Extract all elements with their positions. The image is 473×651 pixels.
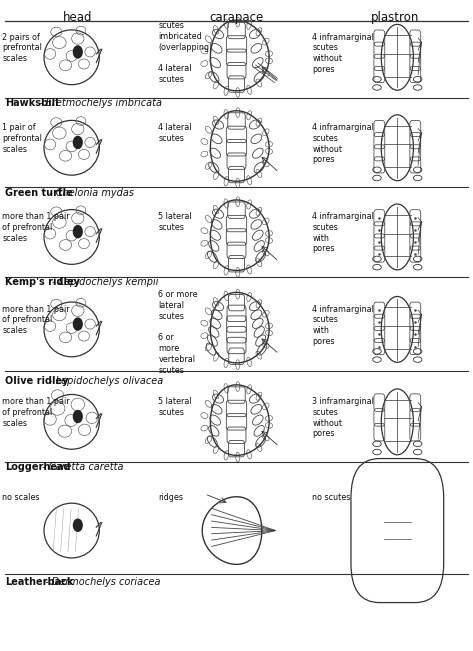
Text: 2 pairs of
prefrontal
scales: 2 pairs of prefrontal scales [2,33,42,63]
Text: - Dermochelys coriacea: - Dermochelys coriacea [43,577,161,587]
Text: Hawksbill: Hawksbill [5,98,58,107]
Text: Loggerhead: Loggerhead [5,462,70,472]
Text: Olive ridley: Olive ridley [5,376,68,386]
Text: 4 lateral
scutes: 4 lateral scutes [158,123,192,143]
Text: head: head [63,11,93,24]
Text: no scales: no scales [2,493,40,502]
Text: Kemp's ridley: Kemp's ridley [5,277,80,287]
Circle shape [73,411,82,422]
Circle shape [73,226,82,238]
Text: - Lepidochelys kempii: - Lepidochelys kempii [49,277,158,287]
Circle shape [73,137,82,148]
Text: 4 inframarginal
scutes
without
pores: 4 inframarginal scutes without pores [312,123,374,164]
Text: - Lepidochelys olivacea: - Lepidochelys olivacea [46,376,163,386]
Text: 5 lateral
scutes: 5 lateral scutes [158,212,192,232]
Text: 1 pair of
prefrontal
scales: 1 pair of prefrontal scales [2,123,42,154]
Circle shape [73,519,82,531]
Circle shape [73,46,82,58]
Text: 6 or more
lateral
scutes

6 or
more
vertebral
scutes: 6 or more lateral scutes 6 or more verte… [158,290,198,374]
Text: no scutes: no scutes [312,493,350,502]
Text: scutes
imbricated
(overlapping)

4 lateral
scutes: scutes imbricated (overlapping) 4 latera… [158,21,212,84]
Text: 4 inframarginal
scutes
with
pores: 4 inframarginal scutes with pores [312,212,374,253]
Text: - Chelonia mydas: - Chelonia mydas [46,188,134,198]
Text: 4 inframarginal
scutes
with
pores: 4 inframarginal scutes with pores [312,305,374,346]
Circle shape [73,318,82,330]
Text: - Caretta caretta: - Caretta caretta [39,462,124,472]
Text: Leatherback: Leatherback [5,577,73,587]
Text: - Eretmochelys imbricata: - Eretmochelys imbricata [36,98,162,107]
Text: plastron: plastron [371,11,419,24]
Text: 4 inframarginal
scutes
without
pores: 4 inframarginal scutes without pores [312,33,374,74]
Text: 5 lateral
scutes: 5 lateral scutes [158,397,192,417]
Text: Green turtle: Green turtle [5,188,72,198]
Text: carapace: carapace [210,11,263,24]
Text: 3 inframarginal
scutes
without
pores: 3 inframarginal scutes without pores [312,397,374,438]
Text: more than 1 pair
of prefrontal
scales: more than 1 pair of prefrontal scales [2,212,70,243]
Text: ridges: ridges [158,493,184,502]
Text: more than 1 pair
of prefrontal
scales: more than 1 pair of prefrontal scales [2,305,70,335]
Text: more than 1 pair
of prefrontal
scales: more than 1 pair of prefrontal scales [2,397,70,428]
